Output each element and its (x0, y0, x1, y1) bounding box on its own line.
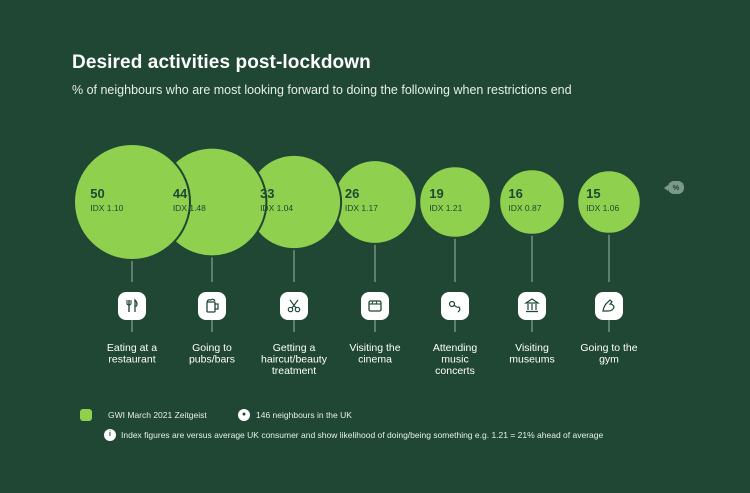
music-note-icon (441, 292, 469, 320)
category-label: Attending music concerts (433, 342, 478, 377)
page-title: Desired activities post-lockdown (72, 52, 371, 73)
scissors-icon (280, 292, 308, 320)
bubble-4 (418, 165, 492, 239)
bubble-5 (498, 168, 566, 236)
people-icon: ● (238, 409, 250, 421)
category-label: Going to the gym (580, 342, 637, 366)
bubble-6 (576, 169, 642, 235)
source-text: GWI March 2021 Zeitgeist (108, 410, 207, 420)
brand-logo-icon (80, 409, 92, 421)
bubble-value-label: 50 (90, 186, 104, 201)
index-note-text: Index figures are versus average UK cons… (121, 430, 604, 440)
cutlery-icon (118, 292, 146, 320)
sample-text: 146 neighbours in the UK (256, 410, 352, 420)
cinema-icon (361, 292, 389, 320)
bubble-3 (332, 159, 418, 245)
bubble-index-label: IDX 1.04 (260, 203, 293, 213)
bubble-index-label: IDX 1.17 (345, 203, 378, 213)
bubble-value-label: 44 (173, 186, 188, 201)
category-label: Eating at a restaurant (107, 342, 157, 366)
category-label: Getting a haircut/beauty treatment (261, 342, 328, 377)
bubble-value-label: 26 (345, 186, 359, 201)
bubble-value-label: 33 (260, 186, 274, 201)
bubble-value-label: 16 (508, 186, 522, 201)
category-label: Visiting museums (509, 342, 555, 366)
bubble-index-label: IDX 1.10 (90, 203, 123, 213)
bubble-index-label: IDX 1.06 (586, 203, 619, 213)
bubble-index-label: IDX 1.48 (173, 203, 206, 213)
beer-mug-icon (198, 292, 226, 320)
unit-badge: % (664, 181, 684, 194)
bubble-index-label: IDX 0.87 (508, 203, 541, 213)
category-label: Visiting the cinema (349, 342, 400, 366)
page-subtitle: % of neighbours who are most looking for… (72, 83, 572, 97)
category-label: Going to pubs/bars (189, 342, 235, 366)
museum-icon (518, 292, 546, 320)
bubble-0 (73, 143, 191, 261)
info-icon: i (104, 429, 116, 441)
bubble-value-label: 15 (586, 186, 600, 201)
bubble-value-label: 19 (429, 186, 443, 201)
bubble-index-label: IDX 1.21 (429, 203, 462, 213)
flexed-arm-icon (595, 292, 623, 320)
